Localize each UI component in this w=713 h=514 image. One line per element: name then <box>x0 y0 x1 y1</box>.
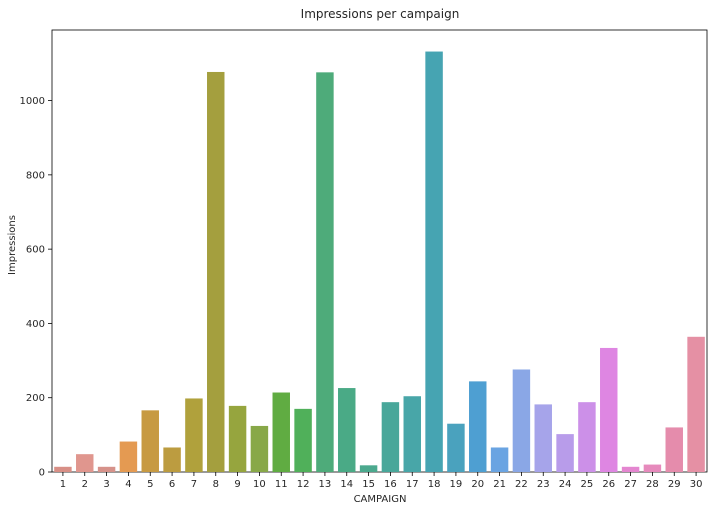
bar-campaign-12 <box>294 408 312 472</box>
bar-campaign-25 <box>578 402 596 472</box>
x-tick-label: 5 <box>147 479 153 490</box>
bar-campaign-1 <box>54 466 72 472</box>
x-tick-label: 16 <box>384 479 397 490</box>
bars-group <box>54 51 705 473</box>
bar-campaign-8 <box>207 71 225 472</box>
plot-area <box>51 29 708 473</box>
x-tick-label: 14 <box>340 479 353 490</box>
bar-campaign-27 <box>621 466 640 472</box>
x-tick-label: 20 <box>471 479 484 490</box>
x-tick-label: 12 <box>297 479 310 490</box>
y-tick-label: 1000 <box>20 96 45 107</box>
x-tick-label: 7 <box>191 479 197 490</box>
y-tick-label: 0 <box>39 468 45 479</box>
bar-campaign-30 <box>687 336 705 472</box>
x-tick-label: 17 <box>406 479 419 490</box>
y-tick-label: 200 <box>26 393 45 404</box>
bar-campaign-4 <box>119 441 138 472</box>
bar-campaign-21 <box>490 447 509 472</box>
bar-campaign-11 <box>272 392 290 472</box>
bar-campaign-24 <box>556 434 574 472</box>
x-tick-label: 15 <box>362 479 375 490</box>
bar-campaign-7 <box>185 398 203 472</box>
bar-campaign-28 <box>643 464 662 472</box>
y-tick-label: 400 <box>26 319 45 330</box>
x-tick-label: 1 <box>60 479 66 490</box>
bar-campaign-9 <box>228 405 247 472</box>
bar-campaign-23 <box>534 404 552 472</box>
bar-campaign-26 <box>600 347 618 472</box>
x-tick-label: 19 <box>450 479 463 490</box>
x-axis-title: CAMPAIGN <box>354 494 407 505</box>
x-tick-label: 3 <box>103 479 109 490</box>
y-tick-label: 600 <box>26 245 45 256</box>
bar-campaign-3 <box>97 466 116 472</box>
x-axis: 1 2 3 4 5 6 7 8 9 10 11 12 13 14 15 16 17 18 19 20 21 22 23 24 2… <box>60 472 703 490</box>
bar-campaign-16 <box>381 402 400 472</box>
x-tick-label: 2 <box>82 479 88 490</box>
bar-campaign-2 <box>76 454 94 472</box>
x-tick-label: 28 <box>646 479 659 490</box>
x-tick-label: 27 <box>624 479 637 490</box>
x-tick-label: 10 <box>253 479 266 490</box>
x-tick-label: 11 <box>275 479 288 490</box>
plot-frame <box>51 29 708 473</box>
bar-campaign-14 <box>338 388 356 472</box>
x-tick-label: 18 <box>428 479 441 490</box>
bar-campaign-15 <box>359 465 378 472</box>
chart-title: Impressions per campaign <box>301 7 460 21</box>
x-tick-label: 6 <box>169 479 175 490</box>
x-tick-label: 25 <box>581 479 594 490</box>
x-tick-label: 8 <box>213 479 219 490</box>
x-tick-label: 13 <box>319 479 332 490</box>
bar-campaign-13 <box>316 72 334 472</box>
x-tick-label: 4 <box>125 479 131 490</box>
bar-campaign-22 <box>512 369 531 472</box>
bar-campaign-20 <box>469 381 487 472</box>
bar-campaign-17 <box>403 396 421 472</box>
x-tick-label: 23 <box>537 479 550 490</box>
x-tick-label: 29 <box>668 479 681 490</box>
bar-campaign-6 <box>163 447 181 472</box>
bar-campaign-18 <box>425 51 443 473</box>
bar-campaign-19 <box>447 423 465 472</box>
bar-campaign-10 <box>250 425 269 472</box>
y-tick-label: 800 <box>26 170 45 181</box>
x-tick-label: 9 <box>234 479 240 490</box>
x-tick-label: 26 <box>602 479 615 490</box>
bar-campaign-5 <box>141 410 159 472</box>
x-tick-label: 21 <box>493 479 506 490</box>
x-tick-label: 30 <box>690 479 703 490</box>
y-axis: 0 200 400 600 800 1000 <box>20 96 52 479</box>
x-tick-label: 24 <box>559 479 572 490</box>
bar-campaign-29 <box>665 427 683 472</box>
y-axis-title: Impressions <box>7 215 18 275</box>
x-tick-label: 22 <box>515 479 528 490</box>
